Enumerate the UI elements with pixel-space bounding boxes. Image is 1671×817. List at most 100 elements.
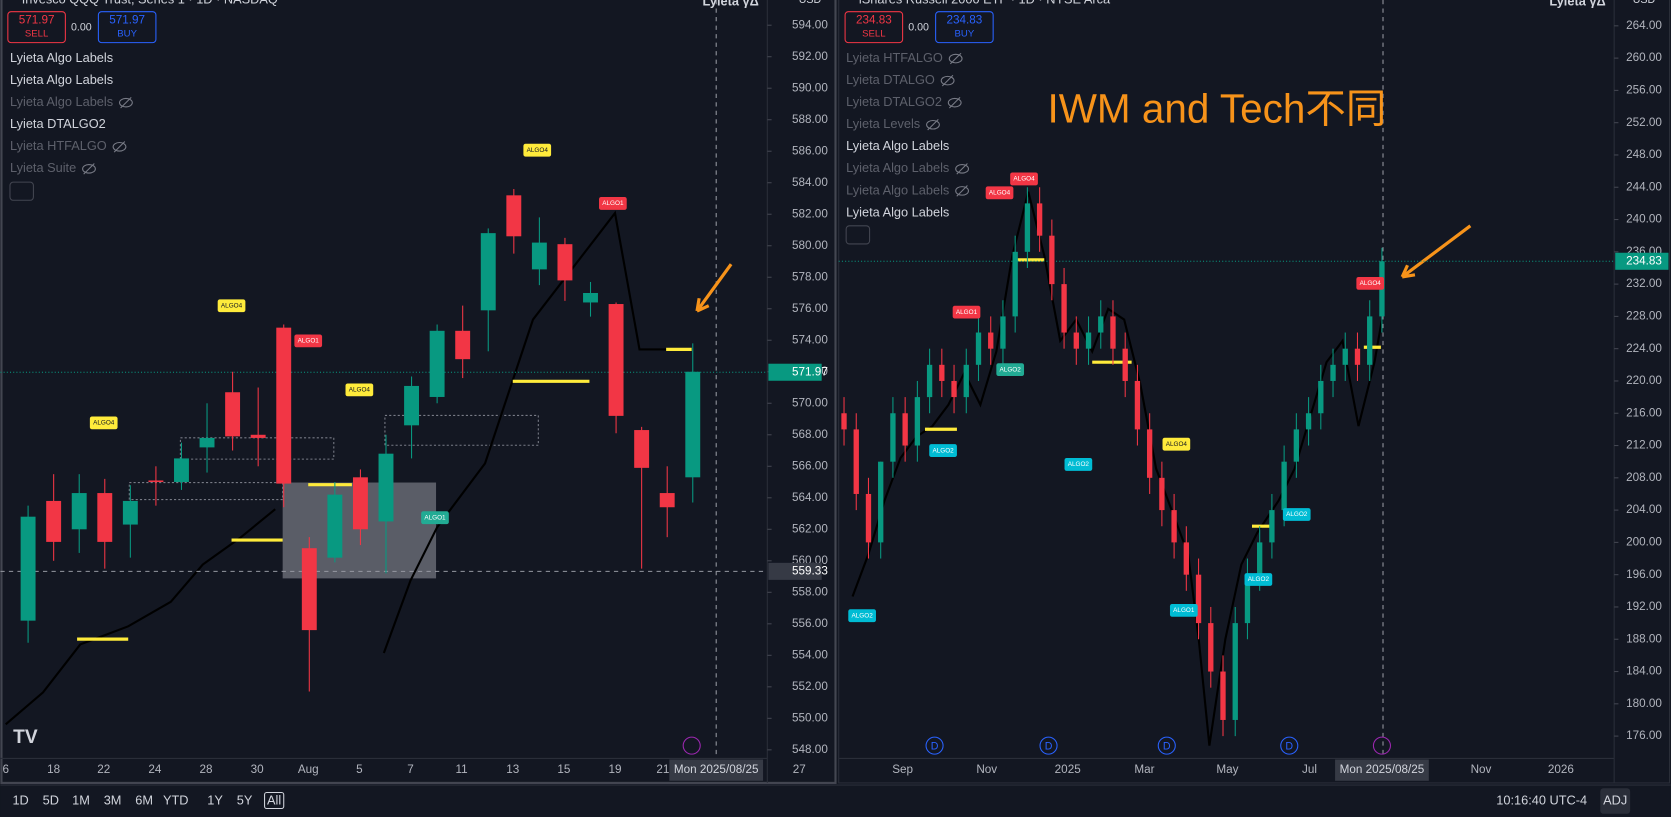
sell-button[interactable] bbox=[7, 11, 66, 44]
candle-body bbox=[1049, 235, 1055, 285]
hidden-eye-icon[interactable] bbox=[118, 97, 133, 108]
buy-button[interactable] bbox=[97, 11, 157, 44]
y-tick-label: 592.00 bbox=[792, 50, 828, 63]
range-button[interactable]: 1Y bbox=[207, 792, 223, 807]
algo-label-bg bbox=[996, 363, 1025, 377]
hidden-eye-slash bbox=[949, 52, 962, 65]
right-overlays: D D D D IWM and Tech不同 bbox=[845, 0, 1472, 759]
algo-label: ALGO2 bbox=[1248, 576, 1270, 583]
hidden-eye-slash bbox=[956, 185, 968, 197]
indicator-name[interactable]: Lyieta HTFALGO bbox=[846, 50, 943, 65]
candle-body bbox=[1098, 316, 1104, 333]
candle-body bbox=[225, 392, 241, 437]
y-tick-label: 200.00 bbox=[1626, 535, 1662, 548]
hidden-eye-icon[interactable] bbox=[955, 164, 970, 174]
range-button[interactable]: 5Y bbox=[237, 792, 253, 807]
candle-body bbox=[1183, 542, 1189, 575]
collapse-button[interactable] bbox=[9, 181, 34, 201]
indicator-name[interactable]: Lyieta Algo Labels bbox=[846, 182, 949, 197]
candle-body bbox=[1012, 251, 1018, 317]
candle-body bbox=[531, 242, 547, 270]
hidden-eye-icon[interactable] bbox=[947, 97, 962, 108]
right-panel[interactable] bbox=[838, 0, 1671, 784]
y-tick-label: 264.00 bbox=[1626, 19, 1662, 32]
y-tick-label: 580.00 bbox=[792, 239, 828, 252]
x-tick-label: Aug bbox=[298, 763, 319, 776]
last-price-tag bbox=[1615, 252, 1669, 270]
x-tick-label: 5 bbox=[356, 763, 363, 776]
algo-label: ALGO1 bbox=[956, 309, 978, 316]
candle-body bbox=[455, 330, 471, 360]
range-button[interactable]: 1D bbox=[12, 792, 28, 807]
candle-body bbox=[1244, 574, 1251, 624]
indicator-name[interactable]: Lyieta DTALGO2 bbox=[10, 116, 106, 131]
indicator-name[interactable]: Lyieta DTALGO bbox=[846, 72, 935, 87]
hidden-eye-icon[interactable] bbox=[955, 186, 970, 196]
hidden-eye-icon[interactable] bbox=[948, 53, 963, 64]
right-chart: iShares Russell 2000 ETF · 1D · NYSE Arc… bbox=[838, 0, 1669, 781]
x-tick-label: 22 bbox=[97, 763, 110, 776]
cursor-date-bg bbox=[669, 759, 764, 781]
indicator-name[interactable]: Lyieta Algo Labels bbox=[10, 50, 113, 65]
candle-body bbox=[1073, 332, 1079, 349]
x-tick-label: 24 bbox=[148, 763, 162, 776]
range-button[interactable]: 1M bbox=[72, 792, 90, 807]
range-button[interactable]: 3M bbox=[104, 792, 122, 807]
adj-button-bg[interactable] bbox=[1600, 788, 1631, 814]
candle-body bbox=[97, 493, 113, 542]
clock: 10:16:40 UTC-4 bbox=[1496, 792, 1587, 807]
indicator-name[interactable]: Lyieta Algo Labels bbox=[846, 204, 949, 219]
candle-body bbox=[378, 453, 394, 522]
range-button[interactable]: 6M bbox=[135, 792, 153, 807]
buy-button[interactable] bbox=[935, 11, 994, 44]
y-tick-label: 208.00 bbox=[1626, 471, 1662, 484]
date-range-button[interactable] bbox=[264, 791, 285, 810]
y-tick-label: 176.00 bbox=[1626, 729, 1662, 742]
y-tick-label: 554.00 bbox=[792, 648, 828, 661]
hidden-eye-slash bbox=[941, 74, 954, 87]
indicator-name[interactable]: Lyieta Algo Labels bbox=[10, 72, 113, 87]
dividend-markers[interactable] bbox=[925, 736, 1299, 755]
y-tick-label: 548.00 bbox=[792, 743, 828, 756]
algo-label: ALGO4 bbox=[1166, 441, 1188, 448]
range-button[interactable]: All bbox=[267, 792, 281, 807]
spread: 0.00 bbox=[71, 22, 92, 34]
range-button[interactable]: 5D bbox=[43, 792, 59, 807]
indicator-name[interactable]: Lyieta Suite bbox=[10, 160, 76, 175]
algo-label: ALGO2 bbox=[1286, 511, 1308, 518]
x-tick-label: 19 bbox=[608, 763, 621, 776]
indicator-name[interactable]: Lyieta DTALGO2 bbox=[846, 94, 942, 109]
last-price-label: 571.97 bbox=[792, 365, 828, 378]
candle-body bbox=[1000, 316, 1006, 349]
indicator-name[interactable]: Lyieta Algo Labels bbox=[846, 138, 949, 153]
y-tick-label: 184.00 bbox=[1626, 665, 1662, 678]
dashed-box bbox=[128, 481, 284, 501]
range-button[interactable]: YTD bbox=[163, 792, 189, 807]
adj-button[interactable]: ADJ bbox=[1603, 792, 1627, 807]
indicator-name[interactable]: Lyieta Algo Labels bbox=[846, 160, 949, 175]
algo-label-bg bbox=[599, 197, 627, 210]
hidden-eye-icon[interactable] bbox=[112, 141, 127, 152]
hidden-eye-icon[interactable] bbox=[926, 119, 940, 130]
symbol-title: Invesco QQQ Trust, Series 1 · 1D · NASDA… bbox=[22, 0, 278, 6]
indicator-name[interactable]: Lyieta HTFALGO bbox=[10, 138, 107, 153]
indicator-name[interactable]: Lyieta Algo Labels bbox=[10, 94, 113, 109]
brand: Lyieta γΔ bbox=[1549, 0, 1605, 9]
event-marker[interactable] bbox=[1372, 736, 1391, 755]
candle-body bbox=[1305, 413, 1312, 430]
candle-body bbox=[46, 500, 62, 542]
algo-label-bg bbox=[1282, 508, 1311, 521]
logo: TV bbox=[13, 727, 38, 748]
event-marker[interactable] bbox=[682, 736, 701, 755]
sell-button[interactable] bbox=[844, 11, 904, 44]
x-tick-label: 18 bbox=[47, 763, 60, 776]
collapse-button[interactable] bbox=[845, 225, 871, 245]
hidden-eye-icon[interactable] bbox=[940, 75, 955, 86]
hidden-eye-icon[interactable] bbox=[82, 164, 96, 174]
y-tick-label: 188.00 bbox=[1626, 632, 1662, 645]
candle-body bbox=[1342, 348, 1348, 365]
cursor-date: Mon 2025/08/25 bbox=[1340, 763, 1425, 776]
candle-body bbox=[1036, 203, 1043, 236]
indicator-name[interactable]: Lyieta Levels bbox=[846, 116, 920, 131]
x-tick-label: May bbox=[1216, 763, 1238, 776]
